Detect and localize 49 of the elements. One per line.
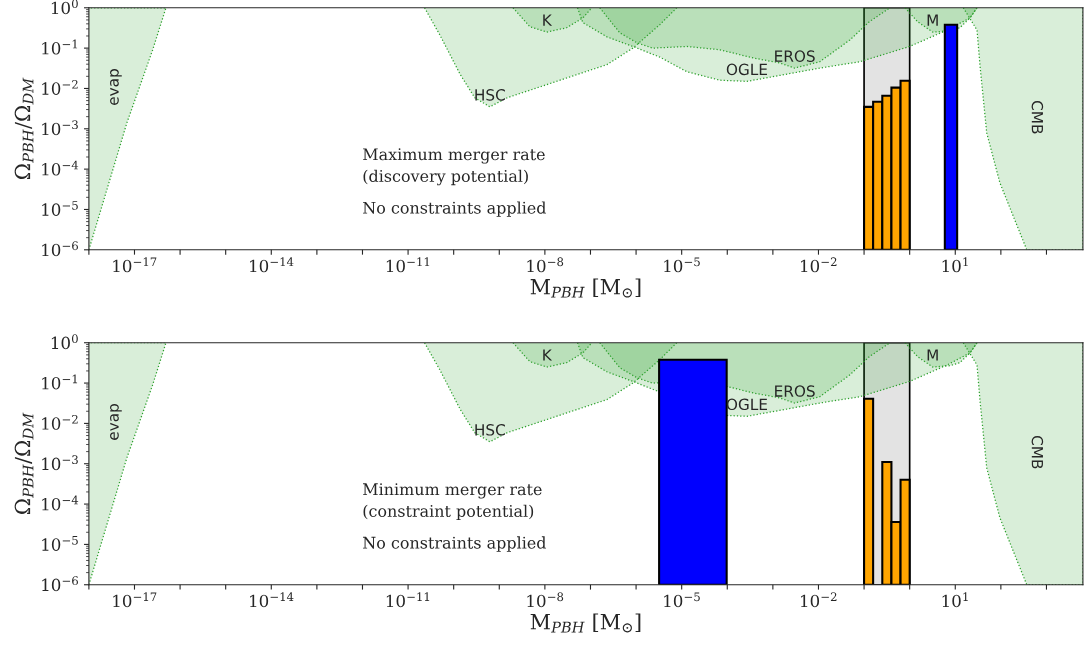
annotation: Minimum merger rate (constraint potential) [363, 483, 542, 521]
x-tick-label: 10$^{−14}$ [250, 257, 294, 273]
series-label: evap [110, 69, 122, 105]
x-tick-label: 10$^{−8}$ [527, 592, 564, 608]
series-label: OGLE [726, 63, 767, 76]
y-axis-title: Ω$_{PBH}$/Ω$_{DM}$ [14, 77, 34, 179]
series-label: EROS [775, 385, 815, 397]
y-tick-label: 10$^{−3}$ [42, 120, 78, 136]
series-label: K [543, 349, 553, 361]
y-tick-label: 10$^{−1}$ [42, 39, 78, 55]
annotation: Maximum merger rate (discovery potential) [363, 148, 545, 186]
x-tick-label: 10$^{−14}$ [250, 592, 294, 608]
x-axis-title: M$_{PBH}$ [M$_{⊙}$] [530, 613, 641, 633]
x-tick-label: 10$^{−2}$ [801, 257, 837, 273]
x-tick-label: 10$^{1}$ [942, 592, 968, 608]
y-tick-label: 10$^{−2}$ [42, 79, 78, 95]
y-tick-label: 10$^{−3}$ [42, 455, 78, 471]
y-tick-label: 10$^{−4}$ [42, 495, 79, 511]
series-label: HSC [475, 424, 505, 436]
y-axis-title: Ω$_{PBH}$/Ω$_{DM}$ [14, 412, 34, 514]
series-label: CMB [1031, 101, 1044, 134]
x-tick-label: 10$^{−2}$ [801, 592, 837, 608]
series-label: K [543, 14, 553, 26]
series-label: HSC [475, 89, 505, 101]
x-tick-label: 10$^{−8}$ [527, 257, 564, 273]
y-tick-label: 10$^{−5}$ [42, 536, 78, 551]
annotation: No constraints applied [363, 201, 547, 217]
x-axis-title: M$_{PBH}$ [M$_{⊙}$] [530, 278, 641, 298]
y-tick-label: 10$^{0}$ [51, 334, 78, 350]
series-label: M [927, 349, 938, 361]
y-tick-label: 10$^{0}$ [51, 0, 78, 15]
x-tick-label: 10$^{−17}$ [113, 257, 157, 273]
y-tick-label: 10$^{−4}$ [42, 160, 79, 176]
y-tick-label: 10$^{−2}$ [42, 414, 78, 430]
x-tick-label: 10$^{−17}$ [113, 592, 157, 608]
series-label: M [927, 14, 938, 26]
x-tick-label: 10$^{−5}$ [664, 592, 700, 608]
y-tick-label: 10$^{−5}$ [42, 201, 78, 216]
x-tick-label: 10$^{−11}$ [386, 257, 430, 273]
y-tick-label: 10$^{−1}$ [42, 374, 78, 390]
x-tick-label: 10$^{1}$ [942, 257, 968, 273]
y-tick-label: 10$^{−6}$ [42, 241, 78, 257]
series-label: CMB [1031, 435, 1044, 469]
series-label: evap [110, 404, 122, 440]
x-tick-label: 10$^{−11}$ [386, 592, 430, 608]
x-tick-label: 10$^{−5}$ [664, 257, 700, 273]
y-tick-label: 10$^{−6}$ [42, 576, 78, 592]
annotation: No constraints applied [363, 536, 547, 552]
series-label: EROS [775, 50, 815, 62]
